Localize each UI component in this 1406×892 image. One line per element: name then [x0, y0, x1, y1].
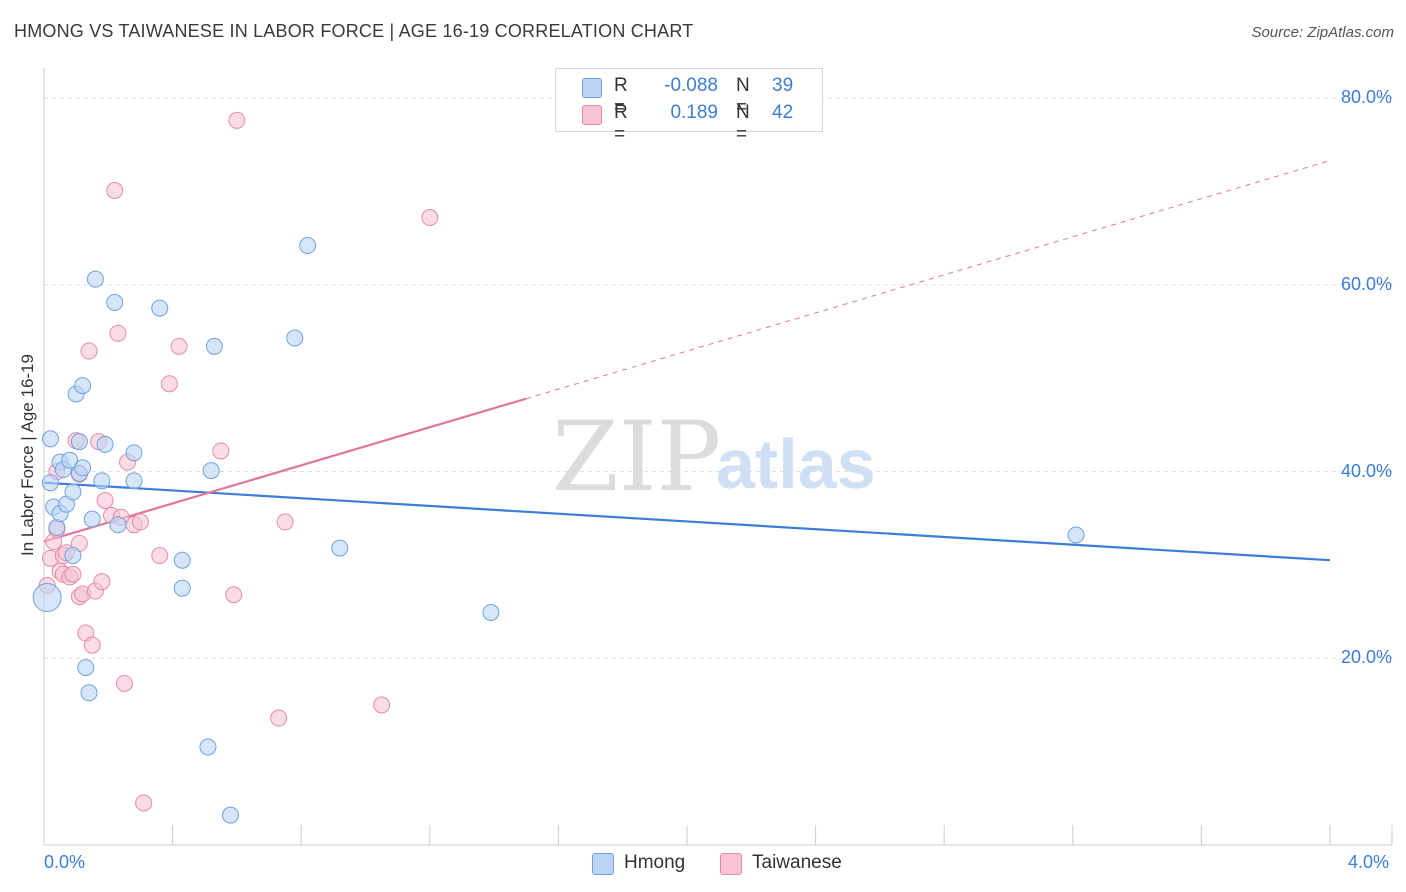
point-taiwanese — [83, 636, 101, 654]
x-tick-min: 0.0% — [44, 852, 86, 872]
point-hmong — [74, 377, 92, 395]
series-label-taiwanese: Taiwanese — [752, 852, 842, 873]
point-taiwanese — [228, 111, 246, 129]
y-tick-label: 60.0% — [1340, 273, 1392, 294]
point-hmong — [106, 293, 124, 311]
point-taiwanese — [225, 586, 243, 604]
point-hmong — [1067, 526, 1085, 544]
point-taiwanese — [276, 513, 294, 531]
point-hmong — [482, 603, 500, 621]
legend-swatch-hmong — [582, 78, 602, 98]
legend-r-value-hmong: -0.088 — [664, 75, 718, 96]
point-taiwanese — [170, 337, 188, 355]
legend-r-value-taiwanese: 0.189 — [670, 102, 718, 123]
point-hmong — [86, 270, 104, 288]
point-hmong — [173, 551, 191, 569]
point-hmong — [74, 459, 92, 477]
point-hmong — [205, 337, 223, 355]
point-hmong — [93, 472, 111, 490]
point-taiwanese — [135, 794, 153, 812]
series-swatch-hmong — [592, 853, 614, 875]
point-hmong — [109, 516, 127, 534]
point-hmong — [299, 237, 317, 255]
legend-swatch-taiwanese — [582, 105, 602, 125]
point-hmong — [331, 539, 349, 557]
source-label[interactable]: Source: ZipAtlas.com — [1251, 24, 1394, 41]
point-hmong — [64, 483, 82, 501]
y-tick-label: 40.0% — [1340, 460, 1392, 481]
legend-n-value-hmong: 39 — [772, 75, 794, 96]
point-hmong — [151, 299, 169, 317]
point-taiwanese — [96, 491, 114, 509]
point-hmong — [77, 659, 95, 677]
point-hmong — [70, 433, 88, 451]
point-taiwanese — [160, 375, 178, 393]
watermark: ZIP atlas — [552, 401, 876, 513]
point-hmong — [32, 583, 62, 613]
chart-title: HMONG VS TAIWANESE IN LABOR FORCE | AGE … — [14, 21, 694, 41]
x-axis — [43, 825, 1393, 846]
point-taiwanese — [212, 442, 230, 460]
point-hmong — [41, 474, 59, 492]
point-taiwanese — [106, 181, 124, 199]
point-taiwanese — [373, 696, 391, 714]
point-hmong — [202, 462, 220, 480]
point-taiwanese — [421, 209, 439, 227]
point-taiwanese — [93, 573, 111, 591]
x-tick-max: 4.0% — [1348, 852, 1390, 872]
point-hmong — [199, 738, 217, 756]
data-points — [32, 111, 1085, 824]
point-hmong — [96, 435, 114, 453]
point-hmong — [173, 579, 191, 597]
legend-n-value-taiwanese: 42 — [772, 102, 794, 123]
series-swatch-taiwanese — [720, 853, 742, 875]
point-taiwanese — [64, 565, 82, 583]
y-tick-label: 80.0% — [1340, 87, 1392, 107]
point-taiwanese — [270, 709, 288, 727]
point-taiwanese — [151, 547, 169, 565]
y-axis-label: In Labor Force | Age 16-19 — [18, 354, 37, 556]
point-hmong — [125, 472, 143, 490]
legend-r-label: R = — [614, 102, 628, 145]
legend-n-label: N = — [736, 75, 750, 118]
point-taiwanese — [80, 342, 98, 360]
series-label-hmong: Hmong — [624, 852, 686, 873]
legend-n-label: N = — [736, 102, 750, 145]
trend-line-hmong — [43, 481, 1331, 562]
point-taiwanese — [115, 674, 133, 692]
point-hmong — [125, 444, 143, 462]
point-hmong — [48, 519, 66, 537]
point-hmong — [221, 806, 239, 824]
watermark-atlas: atlas — [716, 425, 876, 503]
point-hmong — [61, 451, 79, 469]
point-hmong — [83, 510, 101, 528]
point-hmong — [80, 684, 98, 702]
point-hmong — [64, 547, 82, 565]
point-taiwanese — [131, 513, 149, 531]
point-hmong — [286, 329, 304, 347]
point-hmong — [41, 430, 59, 448]
point-taiwanese — [109, 324, 127, 342]
y-tick-label: 20.0% — [1340, 647, 1392, 668]
watermark-zip: ZIP — [552, 401, 721, 513]
legend-r-label: R = — [614, 75, 628, 118]
trend-line-taiwanese-projection — [526, 160, 1331, 400]
grid-lines — [43, 68, 1392, 845]
correlation-legend: R = -0.088 N = 39 R = 0.189 N = 42 — [555, 68, 823, 145]
